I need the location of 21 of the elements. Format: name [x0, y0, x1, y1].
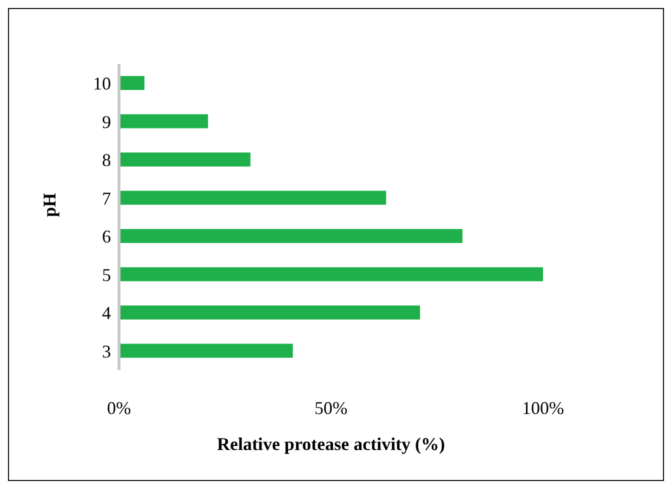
y-axis-title: pH [39, 192, 60, 217]
y-tick-label: 8 [102, 150, 111, 170]
bar [119, 344, 293, 358]
x-tick-label: 50% [314, 398, 348, 418]
y-tick-label: 10 [93, 74, 111, 94]
bar [119, 114, 208, 128]
x-tick-label: 0% [107, 398, 131, 418]
y-tick-label: 6 [102, 226, 111, 247]
bar [119, 152, 250, 166]
bar [119, 229, 462, 243]
y-tick-label: 7 [102, 188, 111, 208]
bar [119, 306, 420, 320]
x-axis-title: Relative protease activity (%) [216, 434, 446, 454]
y-tick-label: 9 [102, 112, 111, 132]
y-tick-label: 3 [102, 341, 111, 362]
bar [119, 76, 144, 90]
bar [119, 190, 386, 205]
x-tick-label: 100% [522, 398, 564, 418]
y-tick-label: 5 [102, 264, 111, 285]
y-tick-label: 4 [102, 303, 111, 324]
bar [119, 267, 543, 282]
